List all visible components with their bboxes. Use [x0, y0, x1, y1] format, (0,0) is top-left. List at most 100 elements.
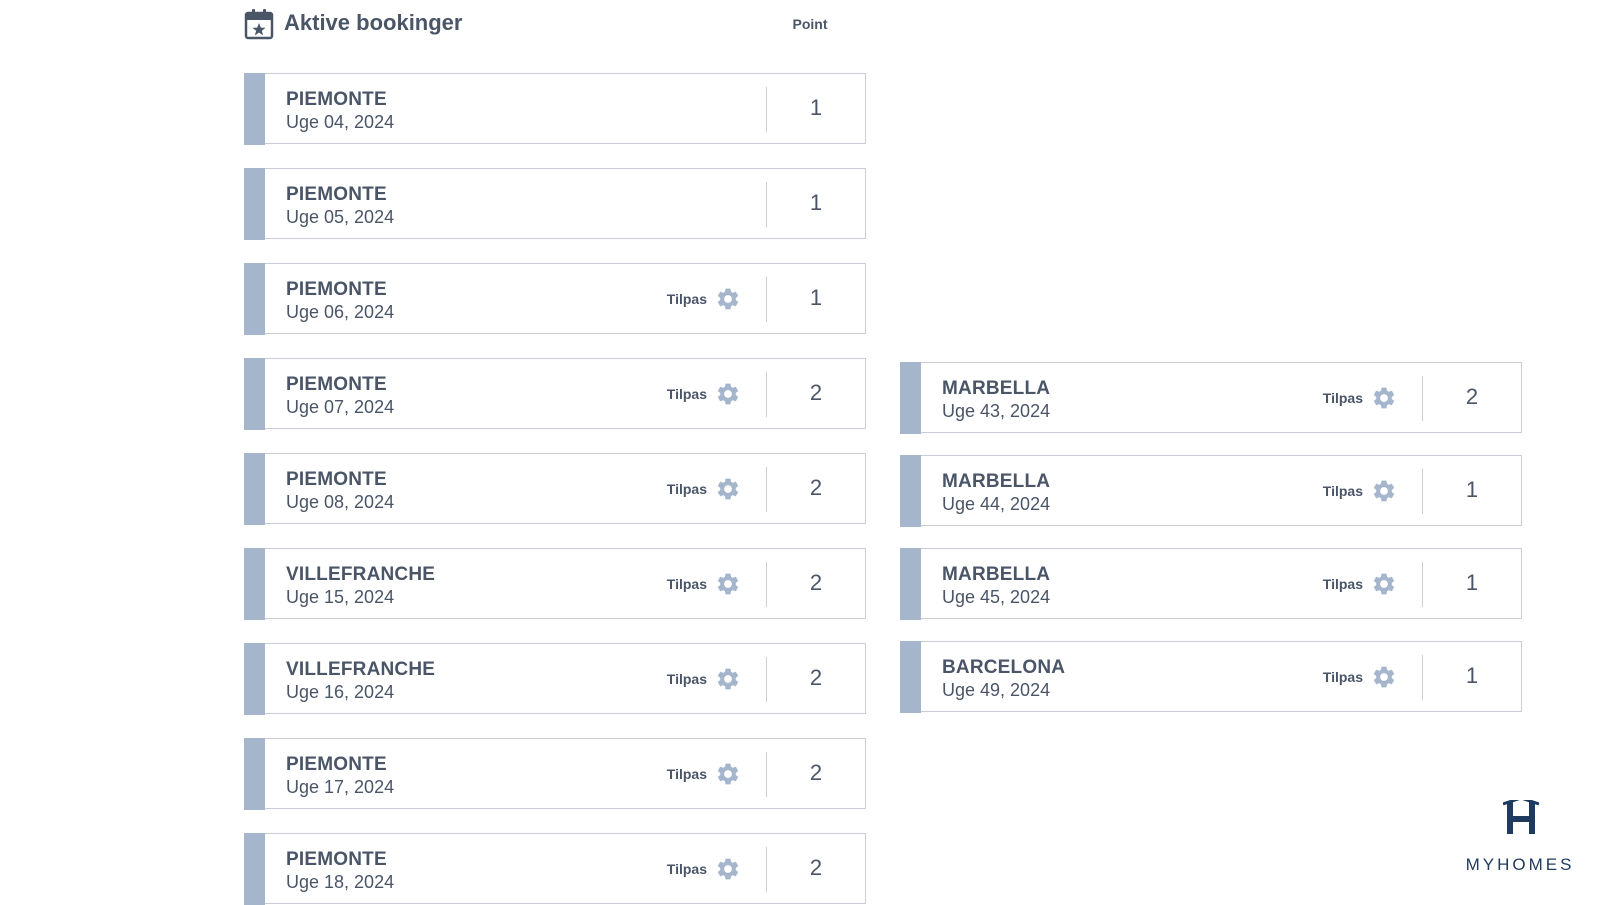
- adjust-label: Tilpas: [666, 671, 707, 687]
- gear-icon: [717, 573, 739, 595]
- divider: [1421, 376, 1423, 421]
- adjust-label: Tilpas: [666, 766, 707, 782]
- adjust-booking-button[interactable]: Tilpas: [1323, 662, 1397, 692]
- booking-points: 2: [809, 570, 823, 595]
- divider: [765, 182, 767, 227]
- booking-location: PIEMONTE: [286, 89, 387, 110]
- booking-week: Uge 08, 2024: [286, 492, 395, 512]
- booking-location: PIEMONTE: [286, 374, 387, 395]
- booking-card: MARBELLA Uge 45, 2024 Tilpas 1: [899, 547, 1522, 620]
- booking-location: PIEMONTE: [286, 849, 387, 870]
- adjust-label: Tilpas: [1322, 483, 1363, 499]
- booking-week: Uge 43, 2024: [942, 401, 1051, 421]
- gear-icon: [1373, 480, 1395, 502]
- booking-accent-bar: [243, 737, 265, 810]
- divider: [1421, 562, 1423, 607]
- gear-icon: [717, 383, 739, 405]
- adjust-label: Tilpas: [1322, 669, 1363, 685]
- booking-week: Uge 05, 2024: [286, 207, 395, 227]
- divider: [765, 277, 767, 322]
- booking-points: 1: [809, 285, 823, 310]
- points-column-header: Point: [792, 16, 828, 32]
- booking-week: Uge 16, 2024: [286, 682, 395, 702]
- booking-accent-bar: [243, 357, 265, 430]
- adjust-label: Tilpas: [1322, 576, 1363, 592]
- bookings-header: Aktive bookinger Point: [244, 6, 844, 46]
- myhomes-h-logo-icon: [1503, 800, 1539, 834]
- divider: [765, 562, 767, 607]
- booking-points: 1: [1465, 477, 1479, 502]
- adjust-booking-button[interactable]: Tilpas: [667, 284, 741, 314]
- booking-week: Uge 45, 2024: [942, 587, 1051, 607]
- booking-accent-bar: [899, 547, 921, 620]
- adjust-booking-button[interactable]: Tilpas: [1323, 383, 1397, 413]
- adjust-booking-button[interactable]: Tilpas: [667, 379, 741, 409]
- booking-accent-bar: [243, 832, 265, 905]
- booking-location: VILLEFRANCHE: [286, 564, 436, 585]
- gear-icon: [717, 288, 739, 310]
- gear-icon: [717, 478, 739, 500]
- booking-points: 1: [809, 190, 823, 215]
- gear-icon: [1373, 573, 1395, 595]
- gear-icon: [717, 763, 739, 785]
- booking-accent-bar: [243, 547, 265, 620]
- booking-card: PIEMONTE Uge 05, 2024 1: [243, 167, 866, 240]
- booking-card: PIEMONTE Uge 08, 2024 Tilpas 2: [243, 452, 866, 525]
- booking-card: VILLEFRANCHE Uge 15, 2024 Tilpas 2: [243, 547, 866, 620]
- divider: [765, 87, 767, 132]
- booking-points: 2: [1465, 384, 1479, 409]
- divider: [765, 372, 767, 417]
- adjust-booking-button[interactable]: Tilpas: [667, 664, 741, 694]
- booking-card: PIEMONTE Uge 17, 2024 Tilpas 2: [243, 737, 866, 810]
- adjust-label: Tilpas: [666, 386, 707, 402]
- booking-accent-bar: [243, 262, 265, 335]
- booking-accent-bar: [899, 640, 921, 713]
- booking-location: PIEMONTE: [286, 279, 387, 300]
- booking-card: PIEMONTE Uge 04, 2024 1: [243, 72, 866, 145]
- adjust-label: Tilpas: [666, 861, 707, 877]
- booking-week: Uge 07, 2024: [286, 397, 395, 417]
- adjust-booking-button[interactable]: Tilpas: [667, 854, 741, 884]
- divider: [1421, 469, 1423, 514]
- adjust-booking-button[interactable]: Tilpas: [667, 474, 741, 504]
- booking-week: Uge 49, 2024: [942, 680, 1051, 700]
- adjust-booking-button[interactable]: Tilpas: [1323, 569, 1397, 599]
- adjust-label: Tilpas: [666, 576, 707, 592]
- myhomes-logo: MYHOMES: [1450, 800, 1590, 880]
- booking-week: Uge 17, 2024: [286, 777, 395, 797]
- divider: [765, 467, 767, 512]
- adjust-booking-button[interactable]: Tilpas: [667, 759, 741, 789]
- booking-card: BARCELONA Uge 49, 2024 Tilpas 1: [899, 640, 1522, 713]
- booking-location: MARBELLA: [942, 471, 1051, 492]
- booking-week: Uge 18, 2024: [286, 872, 395, 892]
- booking-accent-bar: [243, 167, 265, 240]
- booking-card: PIEMONTE Uge 18, 2024 Tilpas 2: [243, 832, 866, 905]
- booking-accent-bar: [899, 454, 921, 527]
- gear-icon: [1373, 666, 1395, 688]
- adjust-label: Tilpas: [1322, 390, 1363, 406]
- booking-card: VILLEFRANCHE Uge 16, 2024 Tilpas 2: [243, 642, 866, 715]
- booking-points: 2: [809, 855, 823, 880]
- booking-card: MARBELLA Uge 44, 2024 Tilpas 1: [899, 454, 1522, 527]
- adjust-booking-button[interactable]: Tilpas: [667, 569, 741, 599]
- divider: [765, 657, 767, 702]
- adjust-booking-button[interactable]: Tilpas: [1323, 476, 1397, 506]
- booking-points: 2: [809, 380, 823, 405]
- page-title: Aktive bookinger: [284, 10, 463, 35]
- booking-accent-bar: [243, 452, 265, 525]
- booking-accent-bar: [899, 361, 921, 434]
- booking-location: BARCELONA: [942, 657, 1066, 678]
- booking-location: MARBELLA: [942, 564, 1051, 585]
- booking-accent-bar: [243, 642, 265, 715]
- logo-text: MYHOMES: [1465, 855, 1575, 874]
- adjust-label: Tilpas: [666, 291, 707, 307]
- divider: [1421, 655, 1423, 700]
- gear-icon: [717, 858, 739, 880]
- booking-card: MARBELLA Uge 43, 2024 Tilpas 2: [899, 361, 1522, 434]
- booking-week: Uge 44, 2024: [942, 494, 1051, 514]
- divider: [765, 847, 767, 892]
- booking-points: 2: [809, 760, 823, 785]
- booking-points: 1: [1465, 570, 1479, 595]
- booking-points: 2: [809, 665, 823, 690]
- booking-points: 1: [1465, 663, 1479, 688]
